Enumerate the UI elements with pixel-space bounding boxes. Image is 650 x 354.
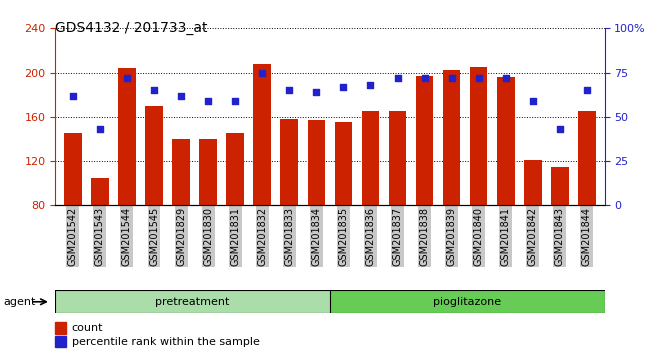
Bar xyxy=(172,139,190,205)
Bar xyxy=(226,133,244,205)
Bar xyxy=(281,119,298,205)
Point xyxy=(149,87,159,93)
Point xyxy=(311,89,322,95)
Point xyxy=(528,98,538,104)
Bar xyxy=(55,290,330,313)
Bar xyxy=(470,67,488,205)
Bar xyxy=(524,160,541,205)
Bar xyxy=(443,70,460,205)
Point xyxy=(176,93,187,98)
Text: agent: agent xyxy=(3,297,36,307)
Bar xyxy=(497,77,515,205)
Point xyxy=(203,98,213,104)
Point xyxy=(554,126,565,132)
Text: GDS4132 / 201733_at: GDS4132 / 201733_at xyxy=(55,21,208,35)
Bar xyxy=(307,120,325,205)
Point xyxy=(257,70,267,75)
Bar xyxy=(389,111,406,205)
Point xyxy=(473,75,484,81)
Point xyxy=(95,126,105,132)
Bar xyxy=(55,322,66,334)
Point xyxy=(419,75,430,81)
Text: count: count xyxy=(72,323,103,333)
Point xyxy=(284,87,294,93)
Bar xyxy=(200,139,217,205)
Bar xyxy=(91,178,109,205)
Text: pretreatment: pretreatment xyxy=(155,297,229,307)
Bar xyxy=(55,336,66,347)
Bar xyxy=(361,111,379,205)
Point xyxy=(338,84,348,90)
Point xyxy=(393,75,403,81)
Bar xyxy=(335,122,352,205)
Bar xyxy=(64,133,82,205)
Point xyxy=(230,98,240,104)
Bar xyxy=(254,64,271,205)
Text: pioglitazone: pioglitazone xyxy=(433,297,501,307)
Text: percentile rank within the sample: percentile rank within the sample xyxy=(72,337,259,347)
Point xyxy=(447,75,457,81)
Bar xyxy=(118,68,136,205)
Bar xyxy=(330,290,604,313)
Point xyxy=(500,75,511,81)
Bar xyxy=(145,106,162,205)
Point xyxy=(365,82,376,88)
Point xyxy=(122,75,132,81)
Bar xyxy=(416,76,434,205)
Point xyxy=(582,87,592,93)
Bar xyxy=(551,167,569,205)
Bar xyxy=(578,111,595,205)
Point xyxy=(68,93,78,98)
